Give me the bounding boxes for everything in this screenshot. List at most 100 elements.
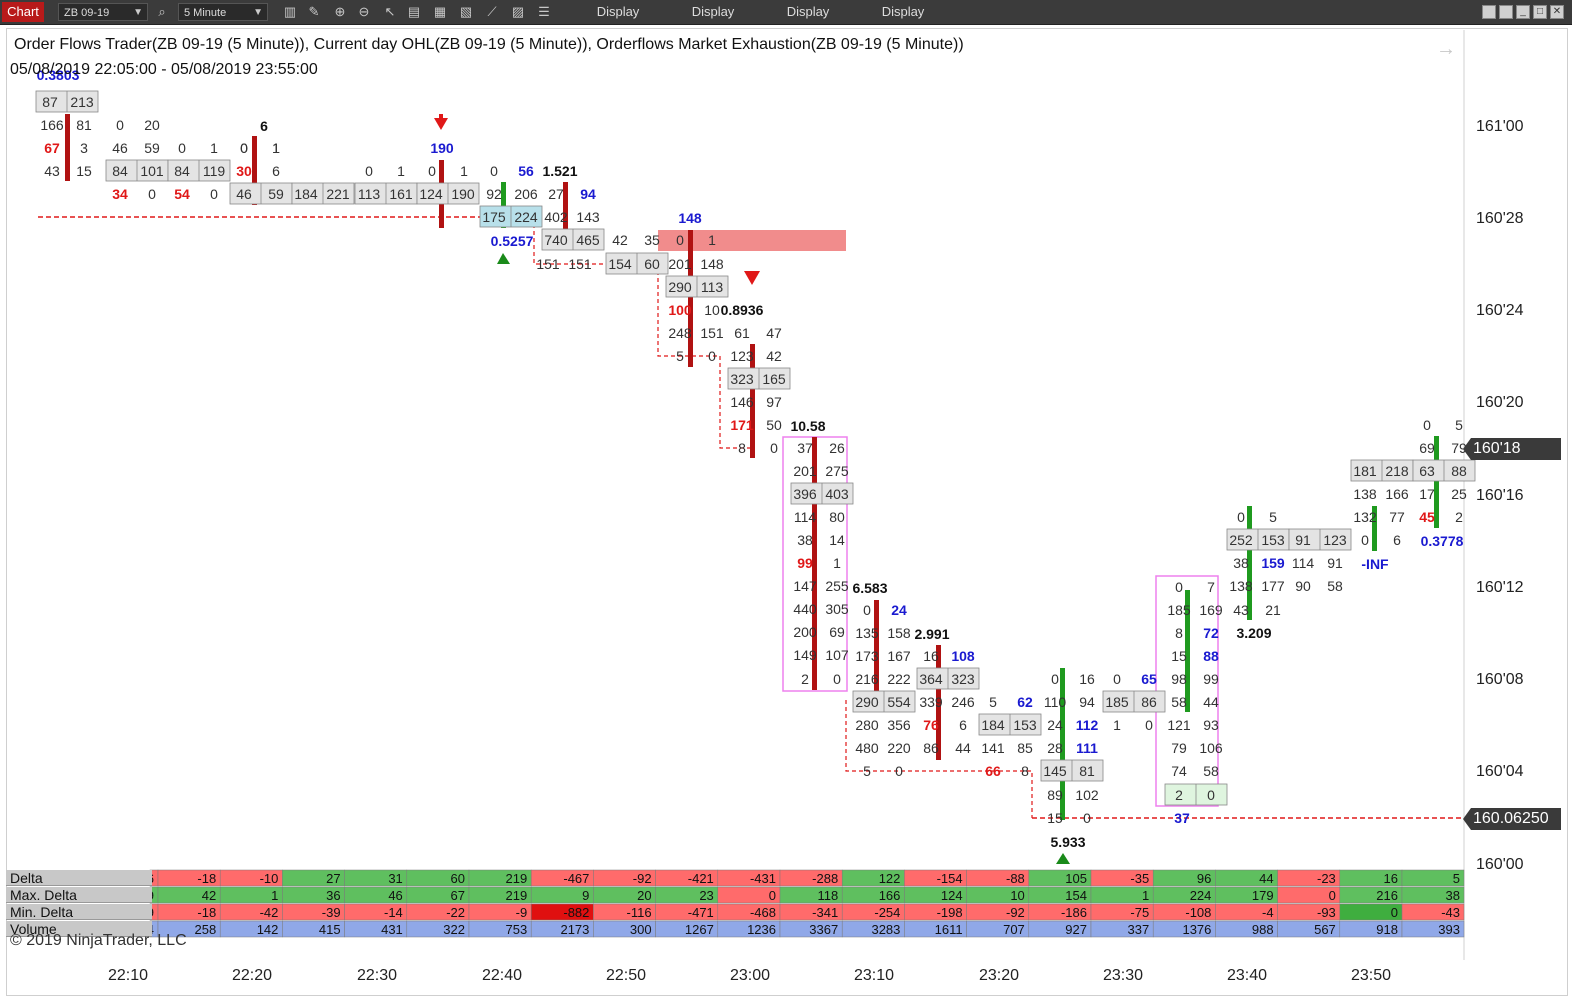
footprint-bid: 84 — [174, 163, 190, 179]
date-range: 05/08/2019 22:05:00 - 05/08/2019 23:55:0… — [10, 61, 318, 78]
bars-icon[interactable]: ▥ — [283, 4, 297, 19]
footprint-ask: 101 — [140, 163, 164, 179]
chart-tab[interactable]: Chart — [2, 2, 44, 22]
footprint-bid: 15 — [1047, 810, 1063, 826]
stat-value: 27 — [326, 871, 340, 886]
display-button-2[interactable]: Display — [691, 4, 735, 19]
footprint-bid: 0 — [428, 163, 436, 179]
footprint-bid: 145 — [1043, 763, 1067, 779]
stat-value: -93 — [1317, 905, 1336, 920]
pencil-icon[interactable]: ✎ — [308, 4, 320, 19]
footprint-bid: 91 — [1295, 532, 1311, 548]
footprint-bid: 740 — [544, 232, 568, 248]
stat-value: 60 — [451, 871, 465, 886]
down-arrow-icon — [434, 118, 448, 130]
footprint-bid: 0 — [1113, 671, 1121, 687]
footprint-bid: 113 — [358, 186, 381, 202]
instrument-select[interactable]: ZB 09-19 ▼ — [58, 3, 148, 21]
data-box-icon[interactable]: ▤ — [407, 4, 421, 19]
interval-select[interactable]: 5 Minute ▼ — [178, 3, 268, 21]
stat-value: 1267 — [685, 922, 714, 937]
arrow-right-icon[interactable]: → — [1436, 38, 1456, 60]
cascade-icon[interactable] — [1499, 5, 1513, 19]
price-label: 160'24 — [1476, 302, 1524, 319]
price-label: 160'16 — [1476, 487, 1524, 504]
display-button-4[interactable]: Display — [881, 4, 925, 19]
stat-value: 918 — [1376, 922, 1398, 937]
time-label: 22:50 — [606, 967, 647, 984]
time-label: 23:20 — [979, 967, 1020, 984]
stat-value: -9 — [516, 905, 528, 920]
stat-value: -421 — [688, 871, 714, 886]
footprint-bid: 364 — [919, 671, 943, 687]
stat-value: 219 — [505, 871, 527, 886]
bar-summary-label: 0.3803 — [37, 67, 80, 83]
display-button-3[interactable]: Display — [786, 4, 830, 19]
stat-value: 38 — [1446, 888, 1460, 903]
footprint-ask: 153 — [1013, 717, 1037, 733]
footprint-bid: 87 — [42, 94, 58, 110]
stat-cell — [1401, 903, 1465, 921]
stat-value: 322 — [443, 922, 465, 937]
footprint-bid: 339 — [919, 694, 943, 710]
chevron-down-icon: ▼ — [133, 7, 143, 18]
footprint-ask: 213 — [70, 94, 94, 110]
indicators-icon[interactable]: ▦ — [433, 4, 447, 19]
list-icon[interactable]: ☰ — [538, 4, 550, 19]
search-icon[interactable]: ⌕ — [158, 4, 166, 19]
stat-value: 46 — [388, 888, 402, 903]
footprint-bid: 0 — [1175, 579, 1183, 595]
bar-summary-label: 0.8936 — [721, 302, 764, 318]
stat-value: -14 — [384, 905, 403, 920]
footprint-ask: 113 — [701, 279, 724, 295]
minimize-icon[interactable]: _ — [1516, 5, 1530, 19]
footprint-ask: 72 — [1203, 625, 1219, 641]
footprint-ask: 1 — [272, 140, 280, 156]
footprint-bid: 5 — [989, 694, 997, 710]
zoom-in-icon[interactable]: ⊕ — [334, 4, 346, 19]
stat-value: 166 — [879, 888, 901, 903]
footprint-ask: 356 — [887, 717, 911, 733]
stat-value: -254 — [874, 905, 900, 920]
footprint-bid: 90 — [1295, 578, 1311, 594]
footprint-bid: 67 — [44, 140, 60, 156]
zoom-out-icon[interactable]: ⊖ — [358, 4, 370, 19]
footprint-bid: 184 — [981, 717, 1005, 733]
down-arrow-stem — [439, 114, 443, 122]
level-line-segment — [657, 264, 752, 449]
current-price-tag: 160'18 — [1463, 438, 1561, 460]
bar-summary-label: 190 — [430, 140, 454, 156]
candle-bar — [874, 600, 879, 712]
stat-value: -108 — [1185, 905, 1211, 920]
candle-bar — [1185, 590, 1190, 712]
display-button-1[interactable]: Display — [596, 4, 640, 19]
pointer-icon[interactable]: ↖ — [384, 4, 396, 19]
drawing-tools-icon[interactable]: ⟋ — [487, 4, 497, 19]
price-label: 160'00 — [1476, 856, 1524, 873]
close-icon[interactable]: ✕ — [1550, 5, 1564, 19]
footprint-bid: 43 — [44, 163, 60, 179]
templates-icon[interactable]: ▨ — [511, 4, 525, 19]
stat-value: 42 — [202, 888, 216, 903]
footprint-ask: 218 — [1385, 463, 1409, 479]
maximize-icon[interactable]: □ — [1533, 5, 1547, 19]
tile-icon[interactable] — [1482, 5, 1496, 19]
footprint-bid: 171 — [730, 417, 754, 433]
stat-value: -88 — [1006, 871, 1025, 886]
bar-summary-label: 10.58 — [790, 418, 825, 434]
row-label-delta: Delta — [6, 870, 152, 886]
footprint-ask: 221 — [326, 186, 350, 202]
footprint-ask: 91 — [1327, 555, 1343, 571]
stat-value: -10 — [260, 871, 279, 886]
stat-cell — [1401, 920, 1465, 938]
bar-summary-label: 6.583 — [852, 580, 887, 596]
stat-value: -18 — [197, 871, 216, 886]
footprint-ask: 1 — [397, 163, 405, 179]
stat-value: -39 — [322, 905, 341, 920]
footprint-ask: 151 — [700, 325, 724, 341]
footprint-ask: 111 — [1076, 740, 1098, 756]
footprint-ask: 81 — [76, 117, 92, 133]
strategies-icon[interactable]: ▧ — [459, 4, 473, 19]
candle-bar — [1060, 668, 1065, 820]
level-price-tag: 160.06250 — [1463, 808, 1561, 830]
